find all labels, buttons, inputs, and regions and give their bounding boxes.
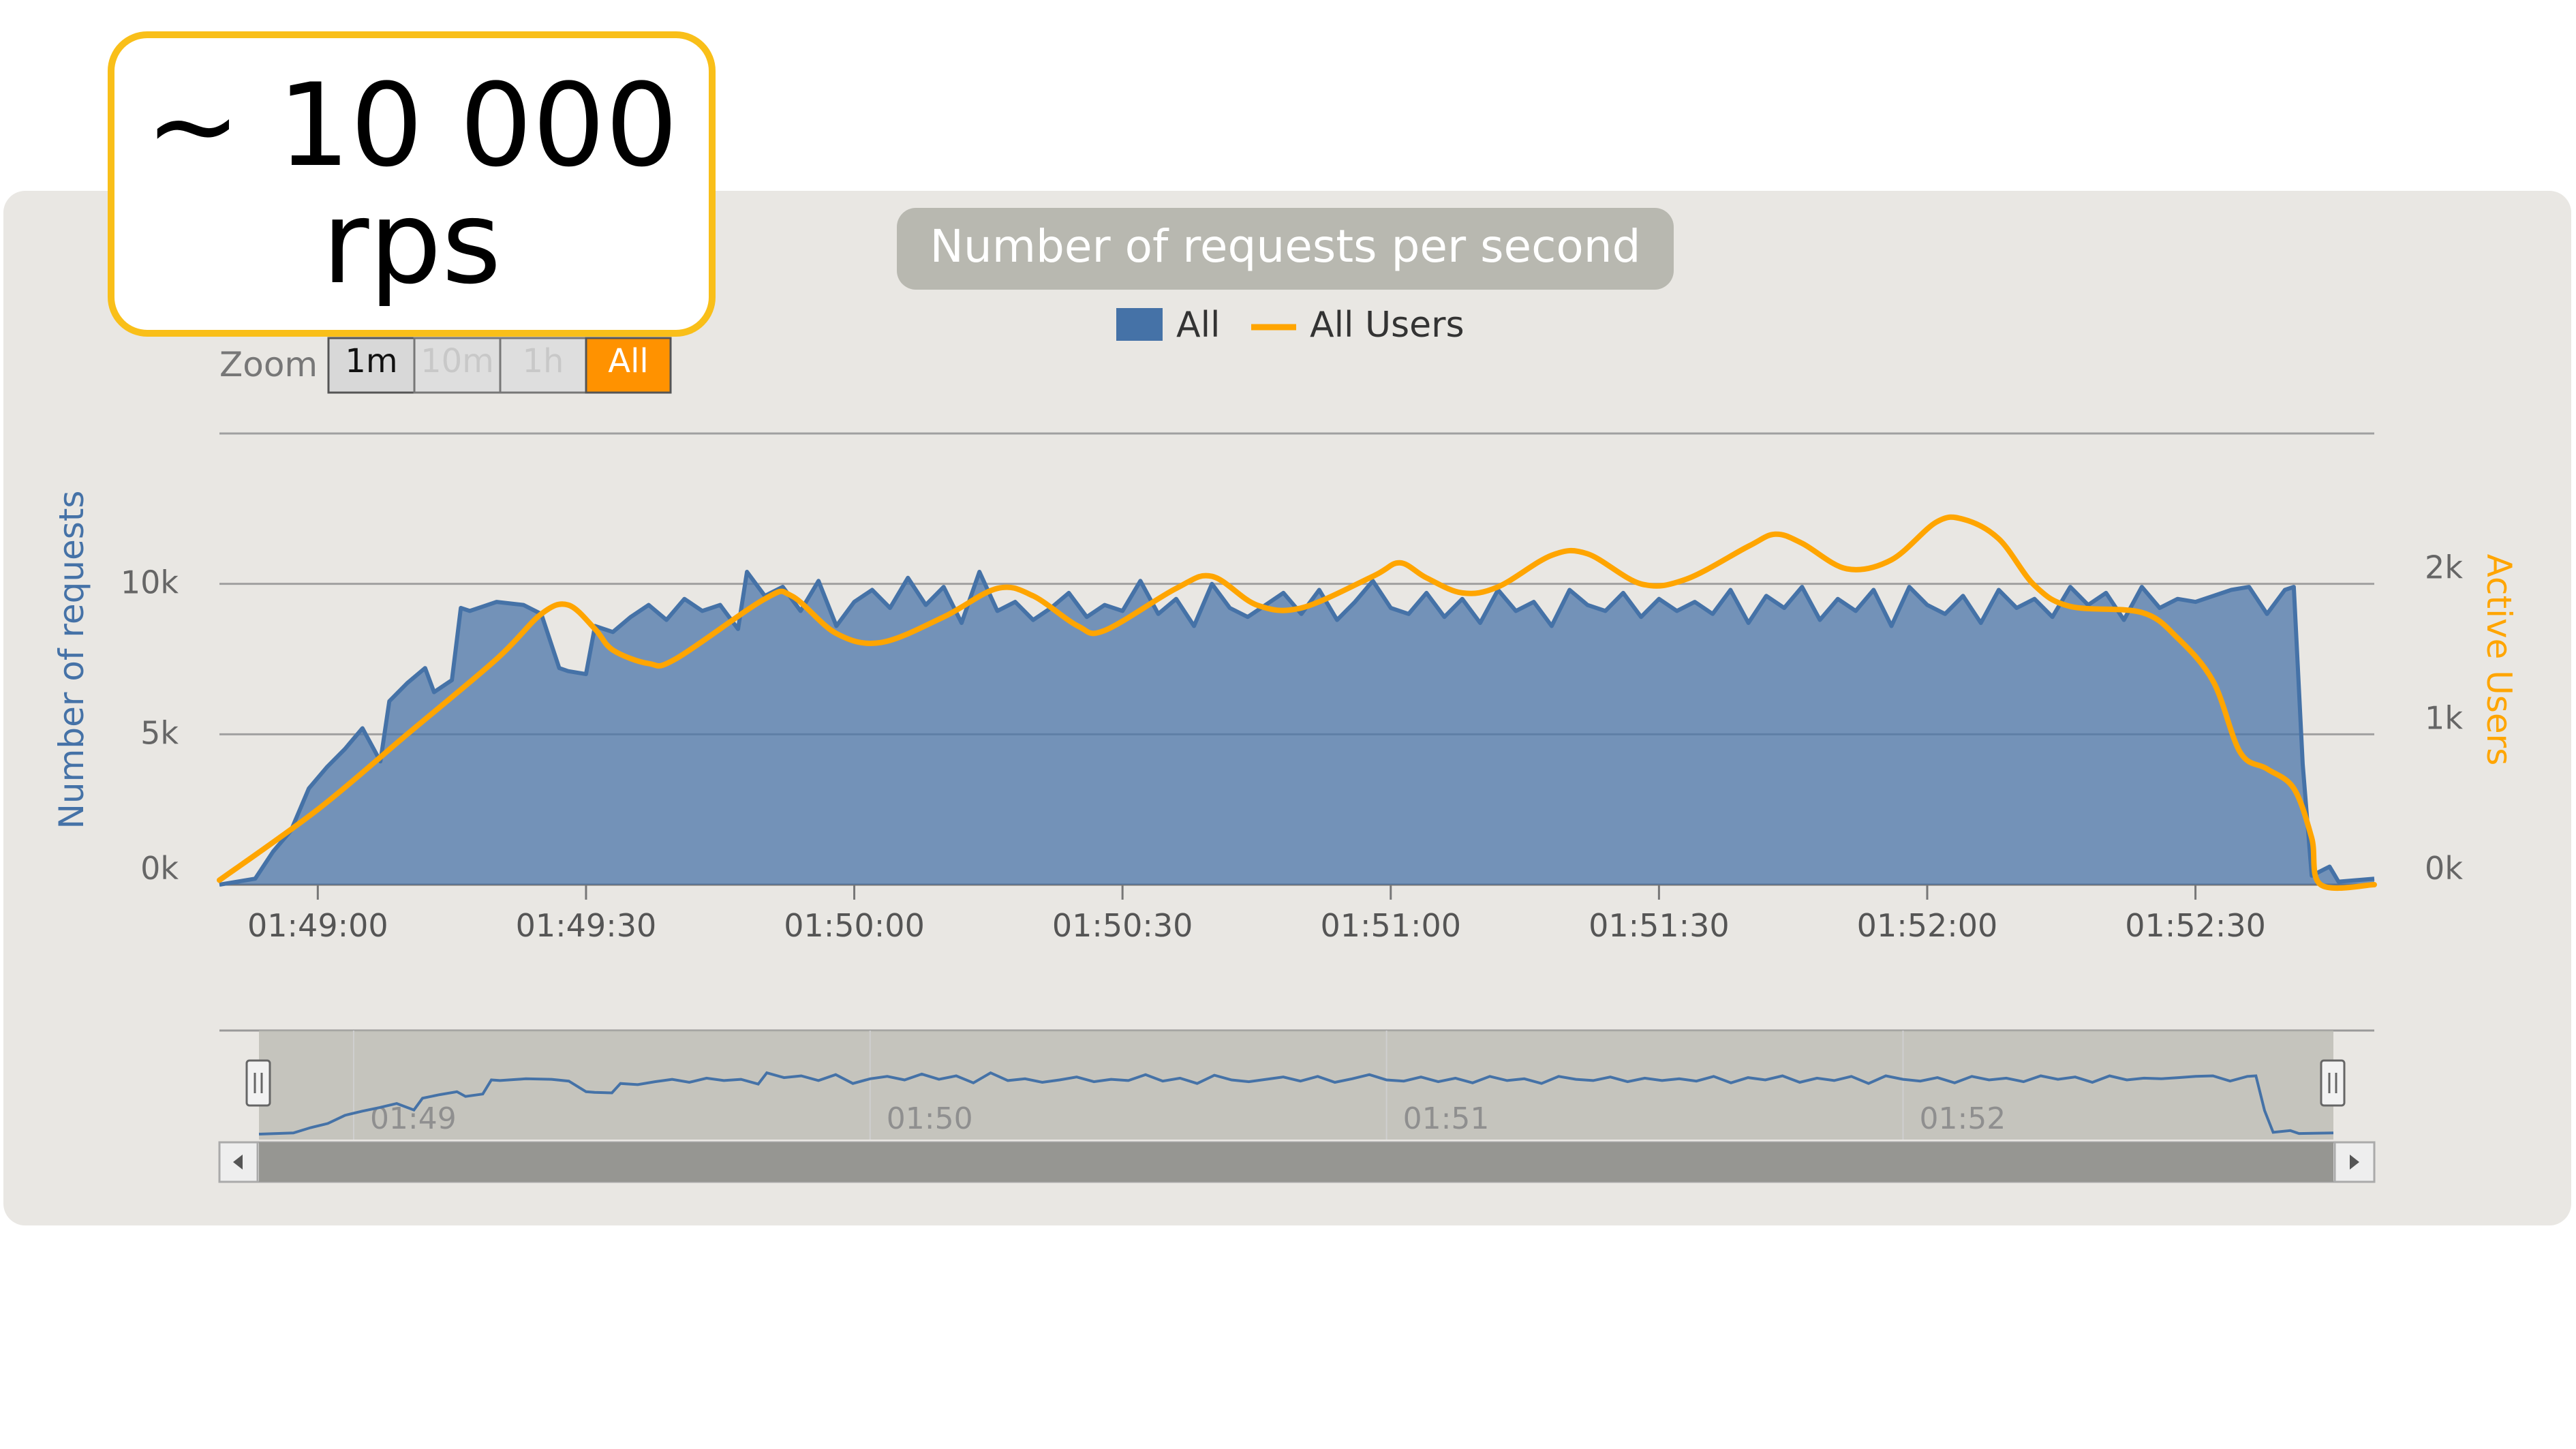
legend-swatch-all [1116,308,1163,341]
x-tick-label: 01:51:30 [1589,907,1730,944]
chart-title: Number of requests per second [930,220,1641,273]
navigator-series-line [258,1071,2334,1135]
zoom-button-all[interactable] [585,337,672,394]
legend-item-all[interactable]: All [1116,305,1220,346]
rps-callout: ~ 10 000 rps [108,31,716,337]
navigator-label: 01:50 [887,1101,973,1136]
navigator-label: 01:52 [1919,1101,2006,1136]
chart-title-background [897,208,1674,290]
zoom-selector: Zoom 1m 10m 1h All [219,337,672,394]
x-tick-label: 01:50:00 [784,907,925,944]
zoom-button-1m-label: 1m [345,342,397,380]
navigator-label: 01:51 [1403,1101,1490,1136]
x-tick-label: 01:51:00 [1320,907,1461,944]
scroll-right-arrow-icon[interactable] [2333,1141,2376,1183]
y-axis-left-title: Number of requests [52,491,91,829]
zoom-button-10m-label: 10m [420,342,494,380]
legend-label-all-users: All Users [1310,305,1465,346]
series-all-users-line [217,514,2377,891]
x-axis: 01:49:00 01:49:30 01:50:00 01:50:30 01:51:00… [247,885,2266,944]
zoom-label: Zoom [219,345,318,384]
x-tick-label: 01:52:00 [1857,907,1998,944]
legend: All All Users [1116,305,1465,346]
zoom-button-1h-label: 1h [523,342,564,380]
legend-item-all-users[interactable]: All Users [1251,305,1465,346]
callout-line-2: rps [322,176,502,309]
zoom-button-1h[interactable] [499,337,587,394]
y-left-tick-label: 5k [140,714,179,751]
scrollbar-thumb[interactable] [259,1142,2333,1182]
y-left-tick-label: 10k [121,564,179,601]
series-all-line [219,570,2375,887]
navigator: 01:49 01:50 01:51 01:52 [219,1029,2374,1140]
x-tick-label: 01:50:30 [1052,907,1193,944]
navigator-handle-left[interactable] [245,1059,271,1107]
navigator-mask[interactable] [259,1031,2333,1140]
x-tick-label: 01:49:00 [247,907,388,944]
y-right-tick-label: 2k [2425,549,2463,586]
y-axis-right-title: Active Users [2479,554,2519,766]
x-tick-label: 01:52:30 [2125,907,2266,944]
legend-label-all: All [1176,305,1220,346]
y-right-tick-label: 1k [2425,699,2463,736]
scrollbar [218,1141,2376,1183]
callout-line-1: ~ 10 000 [144,59,678,192]
zoom-button-all-label: All [608,342,649,380]
y-axis-left: 0k 5k 10k [121,564,179,887]
plot-area: 01:49:00 01:49:30 01:50:00 01:50:30 01:51:00… [121,432,2463,944]
y-axis-right: 0k 1k 2k [2425,549,2463,887]
scroll-left-arrow-icon[interactable] [218,1141,259,1183]
y-left-tick-label: 0k [140,850,179,887]
y-right-tick-label: 0k [2425,850,2463,887]
x-tick-label: 01:49:30 [516,907,657,944]
navigator-labels: 01:49 01:50 01:51 01:52 [352,1031,2006,1140]
navigator-handle-right[interactable] [2320,1059,2346,1107]
series-all-area [219,572,2374,885]
